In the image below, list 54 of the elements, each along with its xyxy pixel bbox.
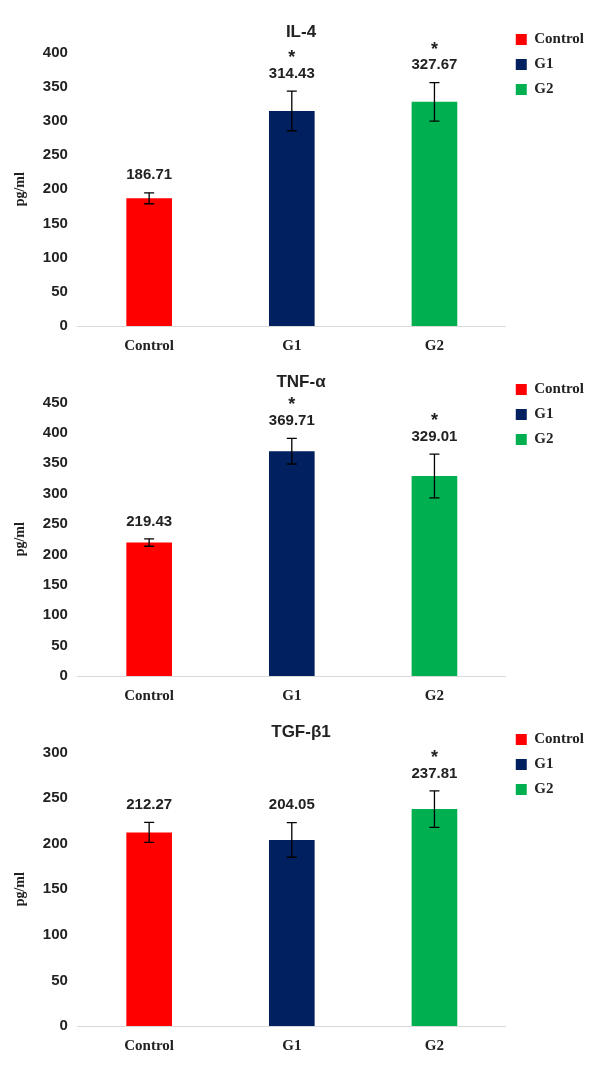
y-tick-label: 250 (42, 788, 68, 806)
legend-label: G1 (534, 755, 554, 772)
y-tick-label: 300 (42, 483, 68, 501)
y-tick-label: 200 (42, 544, 68, 562)
x-tick-label: G1 (282, 336, 302, 353)
chart-title: TGF-β1 (271, 721, 331, 741)
y-tick-label: 400 (42, 422, 68, 440)
x-tick-label: Control (124, 1036, 175, 1053)
y-tick-label: 50 (51, 970, 68, 988)
data-label: 219.43 (126, 511, 173, 529)
y-tick-label: 150 (42, 879, 68, 897)
x-tick-label: G2 (424, 686, 445, 703)
legend-label: G2 (534, 430, 554, 447)
y-tick-label: 300 (42, 742, 68, 760)
x-tick-label: Control (124, 336, 175, 353)
y-tick-label: 0 (59, 666, 68, 684)
legend-label: G2 (534, 80, 554, 97)
x-tick-label: G1 (282, 1036, 302, 1053)
y-axis-title: pg/ml (12, 521, 28, 557)
legend-label: Control (534, 380, 585, 397)
y-tick-label: 200 (42, 833, 68, 851)
y-tick-label: 50 (51, 281, 68, 299)
y-tick-label: 450 (42, 392, 68, 410)
x-tick-label: G2 (424, 1036, 445, 1053)
x-tick-label: G2 (424, 336, 445, 353)
y-tick-label: 400 (42, 42, 68, 60)
y-tick-label: 350 (42, 453, 68, 471)
y-tick-label: 150 (42, 574, 68, 592)
y-tick-label: 100 (42, 247, 68, 265)
data-label: 186.71 (126, 165, 173, 183)
y-tick-label: 50 (51, 635, 68, 653)
y-tick-label: 300 (42, 110, 68, 128)
legend-label: Control (534, 30, 585, 47)
legend-label: Control (534, 730, 585, 747)
y-tick-label: 350 (42, 76, 68, 94)
y-axis-title: pg/ml (12, 871, 28, 907)
data-label: 204.05 (268, 795, 315, 813)
y-tick-label: 0 (59, 1016, 68, 1034)
data-label: 212.27 (126, 795, 173, 813)
chart-title: IL-4 (285, 21, 317, 41)
y-tick-label: 150 (42, 213, 68, 231)
y-tick-label: 250 (42, 514, 68, 532)
legend-label: G1 (534, 405, 554, 422)
y-tick-label: 200 (42, 179, 68, 197)
legend-label: G2 (534, 780, 554, 797)
y-tick-label: 250 (42, 145, 68, 163)
y-tick-label: 100 (42, 924, 68, 942)
x-tick-label: Control (124, 686, 175, 703)
x-tick-label: G1 (282, 686, 302, 703)
legend-label: G1 (534, 55, 554, 72)
y-axis-title: pg/ml (12, 171, 28, 207)
chart-title: TNF-α (276, 371, 327, 391)
y-tick-label: 100 (42, 605, 68, 623)
y-tick-label: 0 (59, 316, 68, 334)
